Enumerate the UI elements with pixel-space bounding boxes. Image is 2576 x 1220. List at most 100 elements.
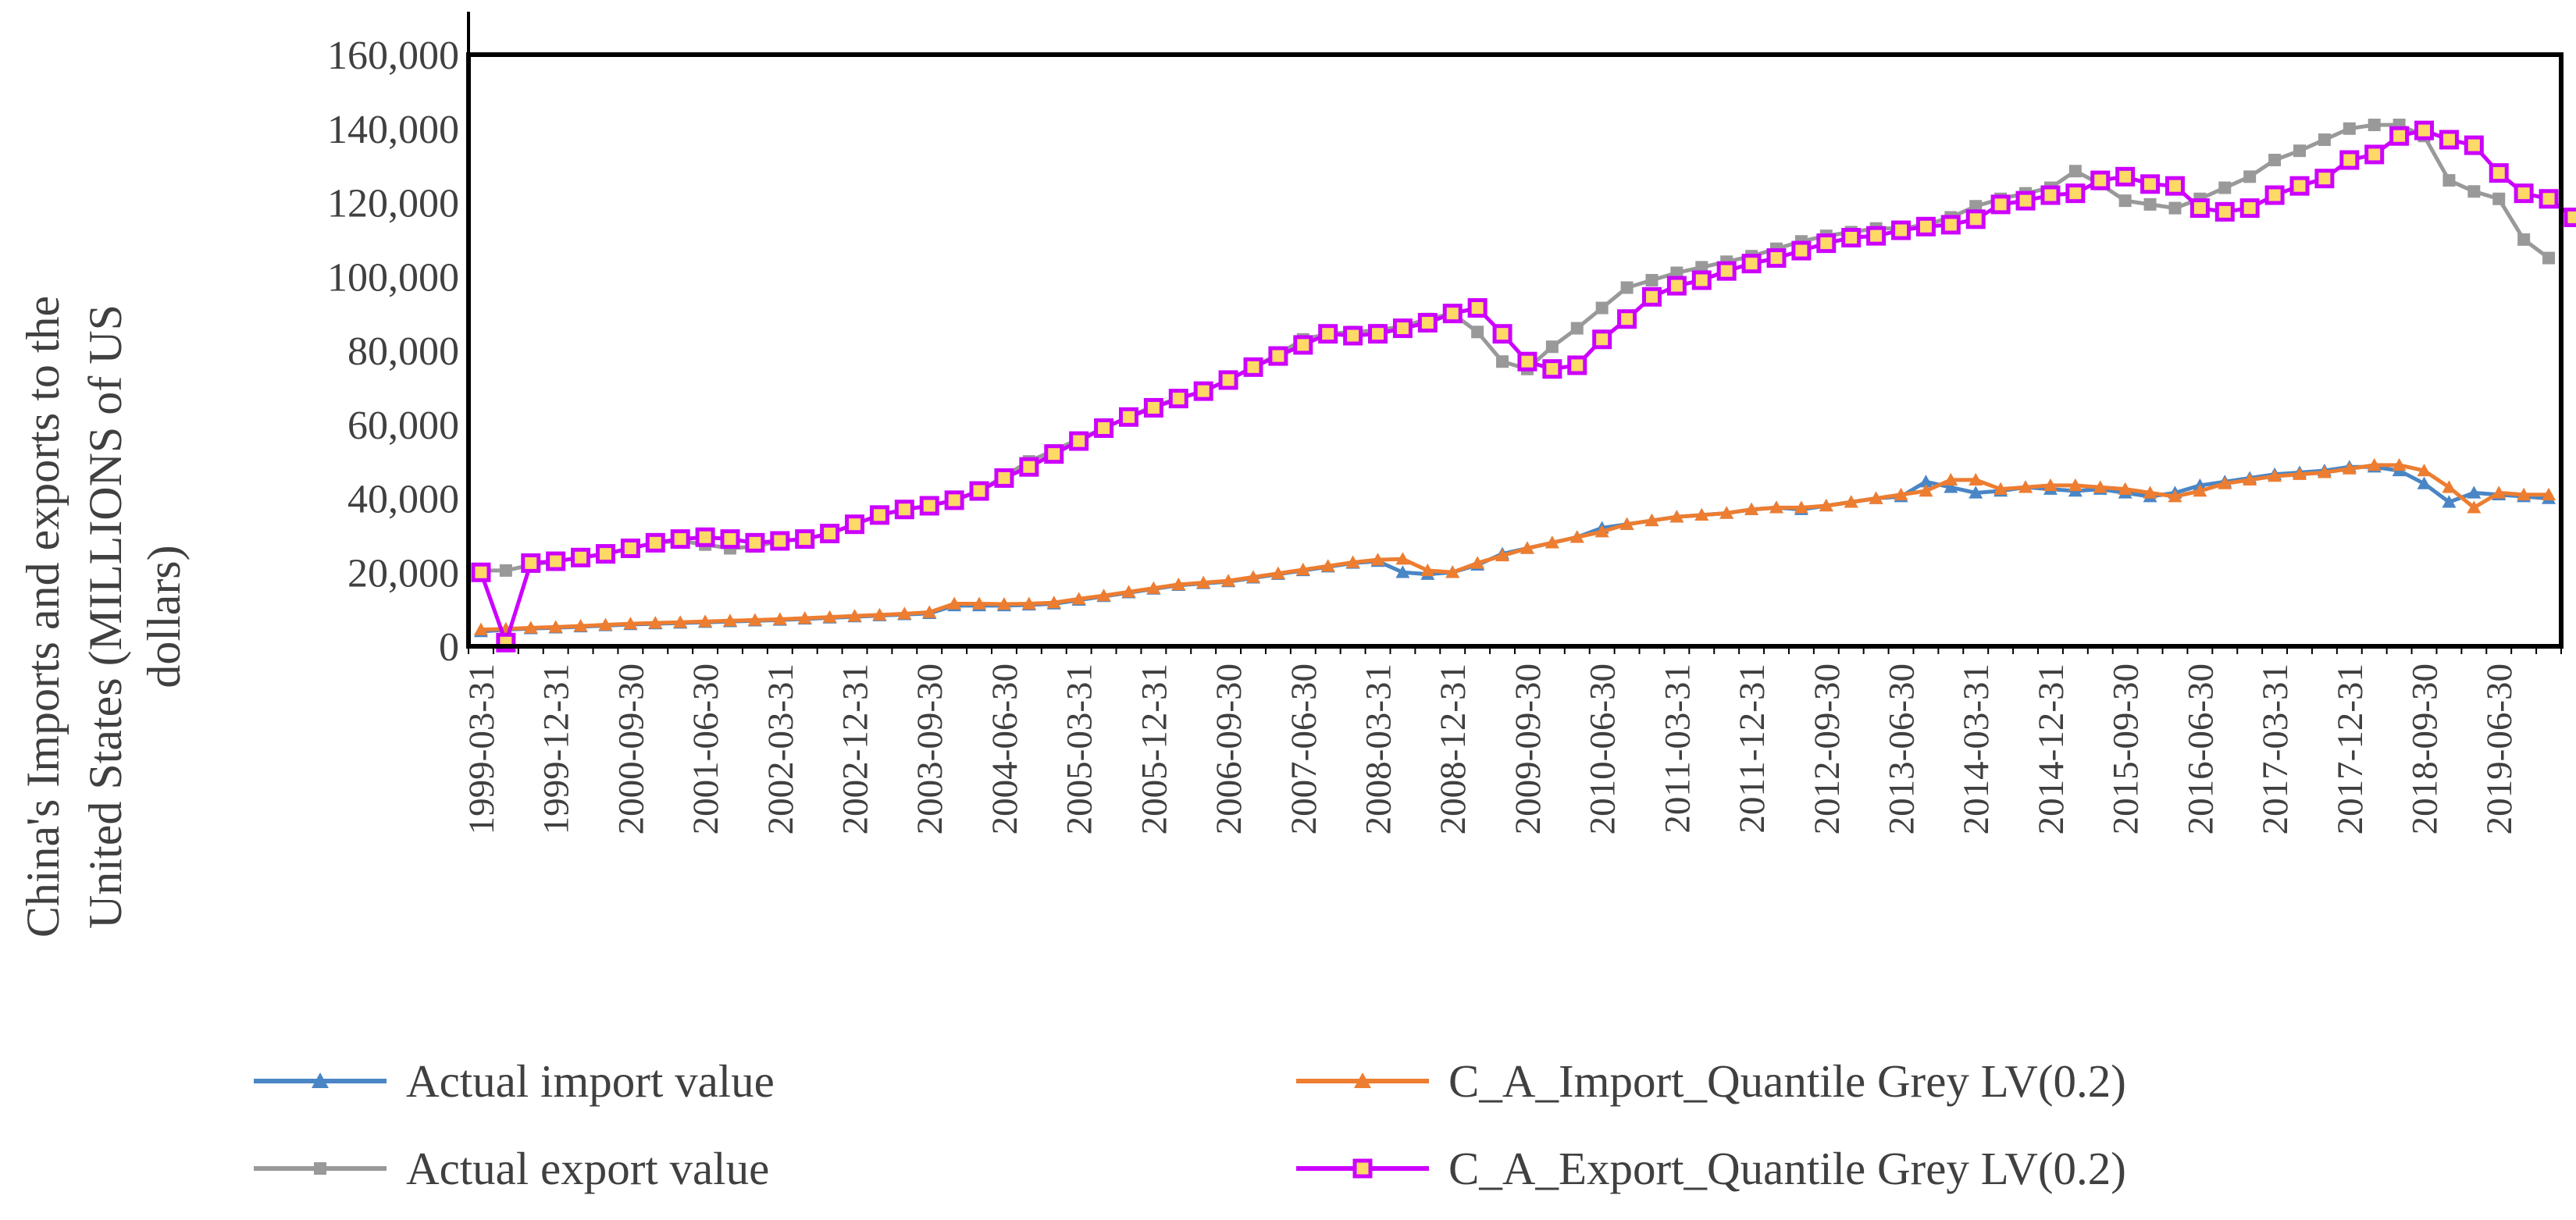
data-point [2193, 484, 2207, 497]
y-axis-title-line: United States (MILLIONS of US [80, 304, 131, 929]
x-tick-label: 2014-12-31 [2031, 663, 2072, 834]
data-point [2542, 487, 2556, 500]
data-point [2442, 480, 2457, 493]
data-point [2317, 465, 2332, 478]
legend-label: C_A_Export_Quantile Grey LV(0.2) [1448, 1143, 2126, 1194]
data-point [1744, 502, 1759, 515]
y-axis-title: China's Imports and exports to the United… [17, 296, 190, 937]
data-point [473, 622, 488, 635]
data-point [1545, 340, 1559, 354]
data-point [869, 505, 889, 525]
data-point [1545, 535, 1559, 549]
data-point [2218, 181, 2232, 194]
data-point [1395, 552, 1410, 565]
data-point [972, 596, 987, 610]
data-point [897, 606, 912, 620]
data-point [1694, 507, 1709, 521]
data-point [2564, 207, 2576, 227]
data-point [2168, 201, 2182, 215]
data-point [1969, 486, 1983, 499]
data-point [2015, 190, 2036, 211]
data-point [1246, 570, 1260, 583]
data-point [2417, 476, 2432, 489]
data-point [1944, 480, 1958, 493]
data-point [795, 529, 815, 550]
data-point [1666, 276, 1687, 296]
legend-marker [1354, 1072, 1371, 1088]
data-point [2517, 487, 2531, 500]
data-point [822, 610, 837, 623]
data-point [2143, 486, 2157, 499]
x-tick-label: 2010-06-30 [1583, 663, 1623, 834]
x-tick-label: 2017-12-31 [2330, 663, 2371, 834]
data-point [1844, 495, 1858, 508]
data-point [1470, 556, 1485, 569]
data-point [2392, 457, 2407, 471]
data-point [1196, 575, 1211, 589]
legend-item: C_A_Import_Quantile Grey LV(0.2) [1296, 1055, 2126, 1107]
x-tick-label: 2005-03-31 [1060, 663, 1100, 834]
data-point [1293, 335, 1313, 355]
data-point [969, 481, 989, 501]
x-tick-label: 2009-09-30 [1508, 663, 1548, 834]
data-point [1794, 500, 1808, 514]
x-tick-label: 2001-06-30 [686, 663, 726, 834]
data-point [573, 618, 588, 632]
data-point [1944, 472, 1958, 486]
data-point [1669, 510, 1684, 523]
data-point [623, 617, 638, 630]
data-point [747, 613, 762, 626]
legend-item: Actual import value [254, 1055, 775, 1107]
data-point [1595, 301, 1609, 315]
data-point [1193, 381, 1213, 401]
data-point [471, 562, 491, 582]
data-point [2118, 194, 2132, 208]
y-tick-label: 140,000 [327, 108, 459, 152]
data-point [523, 621, 538, 634]
data-point [1869, 491, 1883, 504]
data-point [745, 532, 765, 553]
data-point [947, 596, 962, 610]
x-tick-label: 2014-03-31 [1956, 663, 1997, 834]
data-point [1046, 596, 1061, 609]
data-point [1021, 596, 1036, 610]
data-point [1395, 565, 1410, 578]
x-tick-label: 2018-09-30 [2405, 663, 2446, 834]
data-point [2143, 197, 2157, 211]
x-tick-label: 2008-03-31 [1359, 663, 1399, 834]
x-tick-label: 2013-06-30 [1882, 663, 1922, 834]
data-point [1567, 355, 1587, 375]
data-point [2065, 183, 2086, 204]
data-point [2389, 126, 2410, 146]
data-point [695, 527, 715, 547]
x-tick-label: 2017-03-31 [2255, 663, 2296, 834]
legend-label: C_A_Import_Quantile Grey LV(0.2) [1448, 1055, 2126, 1107]
data-point [1594, 525, 1609, 538]
data-point [1318, 324, 1338, 344]
data-point [1940, 215, 1961, 235]
data-point [2442, 495, 2457, 508]
data-point [2514, 183, 2534, 204]
data-point [1096, 589, 1111, 602]
legend-marker [312, 1072, 329, 1088]
data-point [1270, 566, 1285, 579]
series-line [480, 463, 2549, 632]
data-point [2467, 500, 2482, 514]
data-point [1171, 577, 1186, 591]
data-point [1866, 226, 1887, 246]
data-point [847, 609, 862, 622]
data-point [598, 617, 613, 631]
data-point [2068, 165, 2082, 178]
data-point [2517, 233, 2531, 246]
data-point [2243, 472, 2257, 486]
data-point [2364, 144, 2385, 165]
data-point [2467, 185, 2481, 198]
data-point [1816, 233, 1837, 254]
data-point [1569, 530, 1584, 543]
data-point [1766, 248, 1787, 269]
data-point [1221, 574, 1236, 587]
data-point [2442, 174, 2456, 187]
data-point [1641, 286, 1662, 307]
x-tick-label: 2002-12-31 [836, 663, 876, 834]
data-point [1069, 431, 1089, 451]
